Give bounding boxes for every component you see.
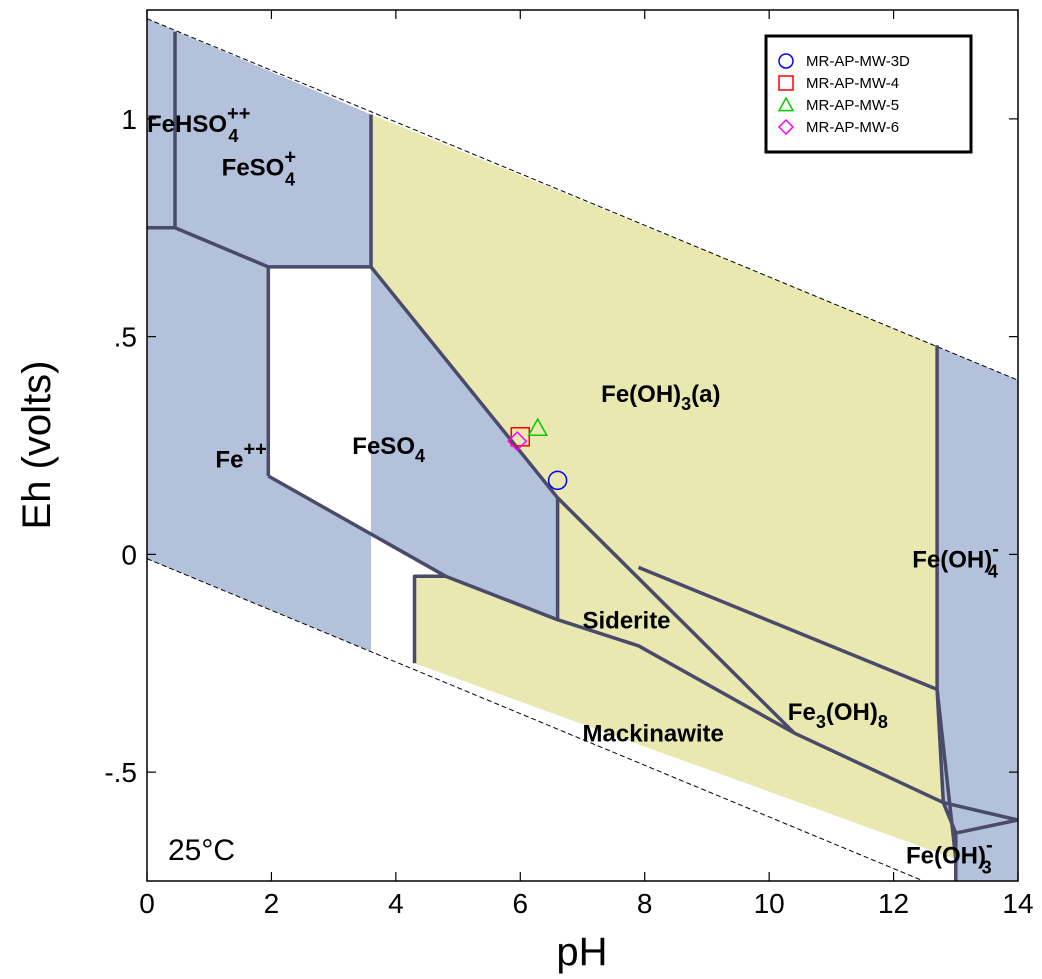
y-tick-label: -.5 [104, 757, 137, 788]
water-limit-line-1 [147, 558, 925, 881]
x-tick-label: 2 [264, 888, 280, 919]
y-axis-ticks: -.5 0 .5 1 [104, 104, 1018, 788]
data-point-circle-0-0 [547, 470, 568, 491]
data-points [507, 417, 568, 491]
legend-label: MR-AP-MW-4 [806, 75, 899, 92]
below-water-limit-mask [147, 558, 1018, 881]
x-tick-label: 6 [512, 888, 528, 919]
x-tick-label: 4 [388, 888, 404, 919]
region-label-8: Mackinawite [583, 721, 724, 748]
aqueous-field-3 [955, 820, 1018, 881]
legend-label: MR-AP-MW-6 [806, 119, 899, 136]
y-tick-label: 0 [121, 539, 137, 570]
legend-marker-square [778, 75, 794, 91]
x-tick-label: 0 [139, 888, 155, 919]
region-label-7: Fe3(OH)8 [788, 699, 888, 732]
boundary-line-11 [955, 818, 1018, 835]
stability-fields [147, 10, 1018, 881]
x-tick-label: 12 [878, 888, 909, 919]
y-tick-label: .5 [114, 322, 137, 353]
region-label-3: FeSO4 [352, 433, 425, 466]
aqueous-field-2 [937, 345, 1018, 834]
legend-marker-circle [778, 53, 794, 69]
temperature-label: 25°C [168, 834, 235, 867]
x-axis-title: pH [556, 930, 607, 974]
water-stability-limits [147, 18, 1018, 881]
region-label-9: Fe(OH)-3 [906, 835, 993, 878]
boundary-line-1 [147, 226, 371, 269]
y-axis-title: Eh (volts) [15, 361, 59, 530]
x-tick-label: 8 [637, 888, 653, 919]
region-label-2: Fe++ [215, 438, 266, 473]
boundary-line-8 [637, 565, 938, 692]
field-boundaries [147, 31, 1018, 881]
y-tick-label: 1 [121, 104, 137, 135]
region-label-1: FeSO+ 4 [222, 146, 296, 189]
legend-label: MR-AP-MW-3D [806, 53, 910, 70]
data-point-square-1-0 [510, 427, 531, 447]
x-tick-label: 10 [754, 888, 785, 919]
region-label-6: Siderite [583, 607, 671, 634]
legend-marker-triangle [777, 96, 795, 112]
region-label-4: Fe(OH)3(a) [601, 381, 720, 414]
boundary-line-10 [935, 689, 958, 881]
region-label-5: Fe(OH)-4 [912, 538, 999, 581]
legend-marker-diamond [777, 118, 795, 136]
boundary-line-7 [412, 574, 446, 664]
legend: MR-AP-MW-3D MR-AP-MW-4 MR-AP-MW-5 MR-AP-MW-… [764, 34, 973, 154]
plot-frame [146, 9, 1019, 882]
x-tick-label: 14 [1002, 888, 1033, 919]
region-label-0: FeHSO++ 4 [147, 103, 250, 146]
x-axis-ticks: 0 2 4 6 8 10 12 14 [139, 10, 1034, 919]
mineral-field-1 [371, 114, 956, 860]
legend-label: MR-AP-MW-5 [806, 97, 899, 114]
water-limit-line-0 [147, 18, 1018, 381]
data-point-diamond-3-0 [507, 431, 528, 452]
legend-box [764, 34, 973, 154]
data-point-triangle-2-0 [527, 417, 548, 437]
